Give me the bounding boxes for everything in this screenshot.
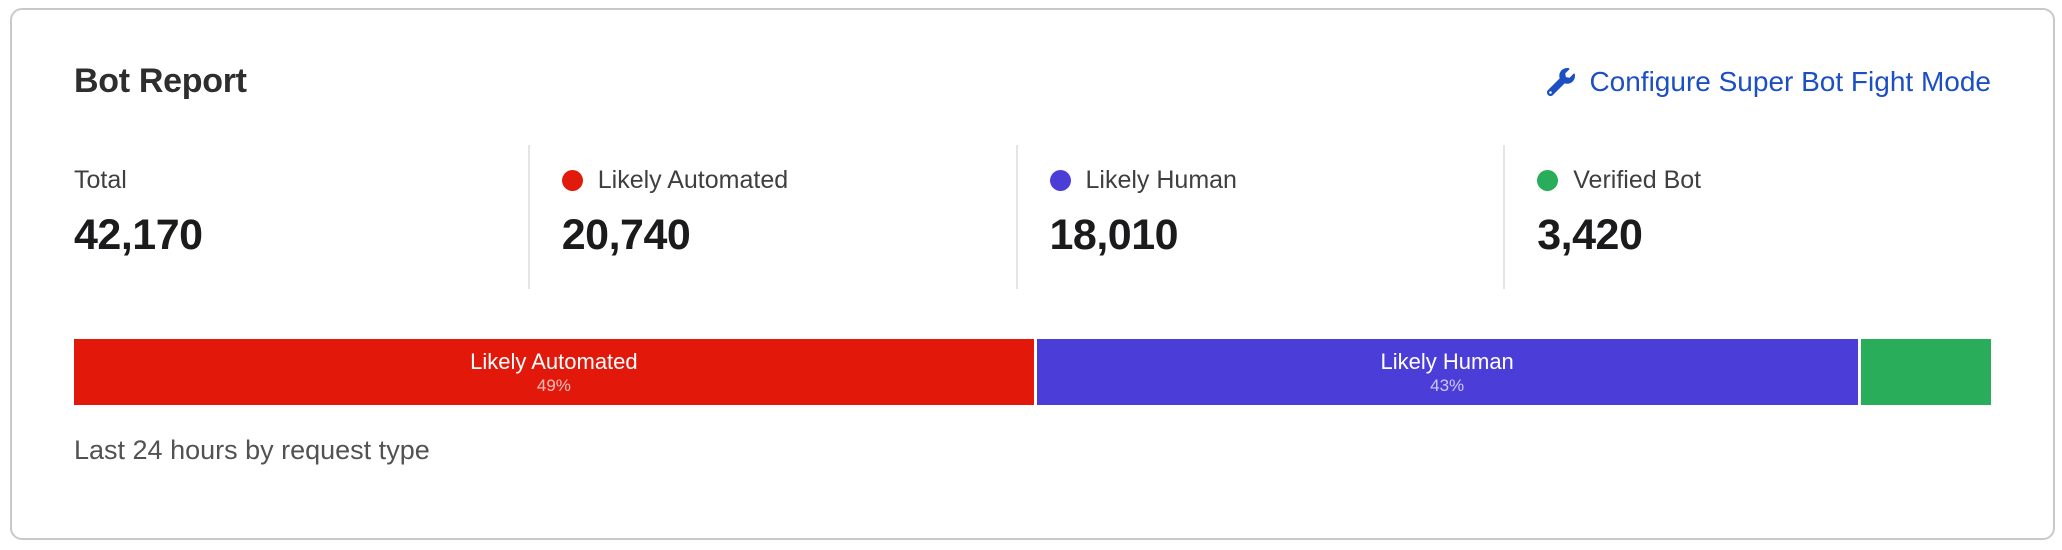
page-title: Bot Report [74,62,247,100]
stat-label-text: Verified Bot [1573,166,1702,194]
stacked-bar-chart: Likely Automated 49% Likely Human 43% [74,339,1991,406]
legend-dot-likely-automated [561,169,583,191]
configure-link-label: Configure Super Bot Fight Mode [1589,65,1991,97]
stat-likely-human: Likely Human 18,010 [1015,145,1504,290]
stat-total: Total 42,170 [74,145,528,289]
stat-label-text: Likely Automated [597,166,789,194]
stat-verified-bot: Verified Bot 3,420 [1503,145,1991,290]
chart-caption: Last 24 hours by request type [74,435,430,466]
legend-dot-likely-human [1049,169,1071,191]
configure-super-bot-fight-mode-link[interactable]: Configure Super Bot Fight Mode [1547,66,1991,98]
stat-likely-automated-label: Likely Automated [561,165,1016,195]
stat-likely-automated: Likely Automated 20,740 [527,145,1016,290]
stat-likely-automated-value: 20,740 [561,211,691,259]
stat-label-text: Total [74,166,127,194]
stats-row: Total 42,170 Likely Automated 20,740 Lik… [74,145,1991,290]
bar-segment-percentage: 49% [536,376,571,396]
stat-total-label: Total [74,165,528,195]
stat-verified-bot-label: Verified Bot [1537,165,1991,195]
bar-segment-likely-automated[interactable]: Likely Automated 49% [74,339,1034,406]
legend-dot-verified-bot [1537,169,1559,191]
bar-segment-percentage: 43% [1430,376,1465,396]
stat-label-text: Likely Human [1085,166,1237,194]
stat-verified-bot-value: 3,420 [1537,211,1643,259]
bar-segment-likely-human[interactable]: Likely Human 43% [1036,339,1858,406]
bar-segment-label: Likely Human [1380,348,1514,374]
stat-total-value: 42,170 [74,211,203,259]
wrench-icon [1547,67,1576,96]
stat-likely-human-value: 18,010 [1049,211,1179,259]
card-header: Bot Report Configure Super Bot Fight Mod… [74,62,1991,101]
bar-segment-verified-bot[interactable] [1860,339,1991,406]
stat-likely-human-label: Likely Human [1049,165,1504,195]
bot-report-card: Bot Report Configure Super Bot Fight Mod… [10,8,2055,540]
bar-segment-label: Likely Automated [470,348,638,374]
